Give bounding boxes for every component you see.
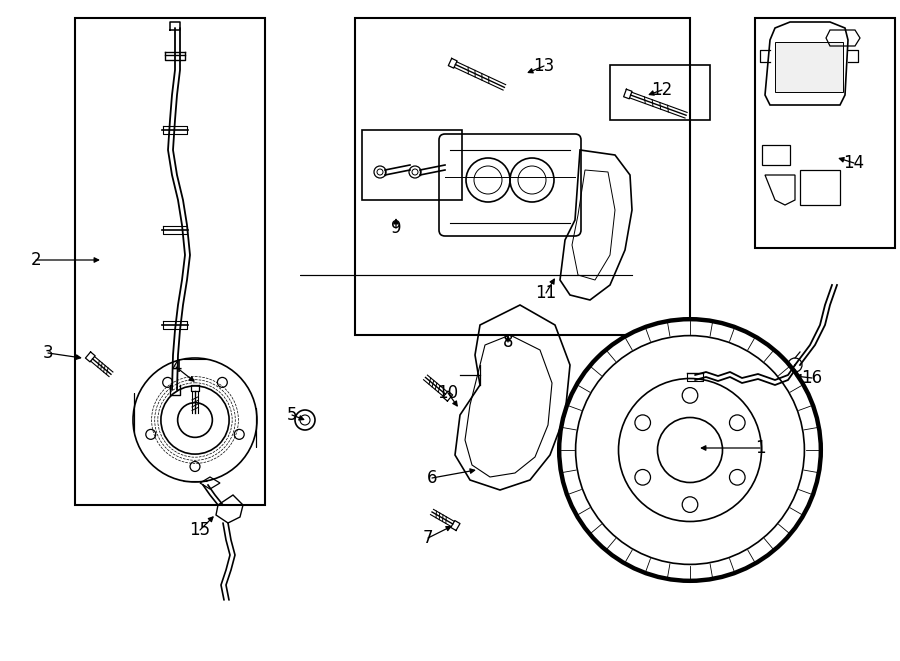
- Text: 12: 12: [652, 81, 672, 99]
- Text: 14: 14: [843, 154, 865, 172]
- Text: 9: 9: [391, 219, 401, 237]
- Bar: [755, 18, 895, 248]
- Text: 16: 16: [801, 369, 823, 387]
- Text: 11: 11: [536, 284, 556, 302]
- Text: 8: 8: [503, 333, 513, 351]
- Text: 4: 4: [171, 358, 181, 376]
- Bar: [355, 18, 690, 335]
- Text: 7: 7: [423, 529, 433, 547]
- Text: 3: 3: [42, 344, 53, 362]
- Text: 2: 2: [31, 251, 41, 269]
- Text: 5: 5: [287, 406, 297, 424]
- Bar: [362, 130, 462, 200]
- Text: 15: 15: [189, 521, 211, 539]
- Circle shape: [133, 358, 257, 482]
- Text: 10: 10: [437, 384, 459, 402]
- Text: 6: 6: [427, 469, 437, 487]
- Bar: [610, 65, 710, 120]
- Text: 13: 13: [534, 57, 554, 75]
- Text: 1: 1: [755, 439, 765, 457]
- Circle shape: [560, 320, 820, 580]
- Polygon shape: [775, 42, 843, 92]
- Bar: [75, 18, 265, 505]
